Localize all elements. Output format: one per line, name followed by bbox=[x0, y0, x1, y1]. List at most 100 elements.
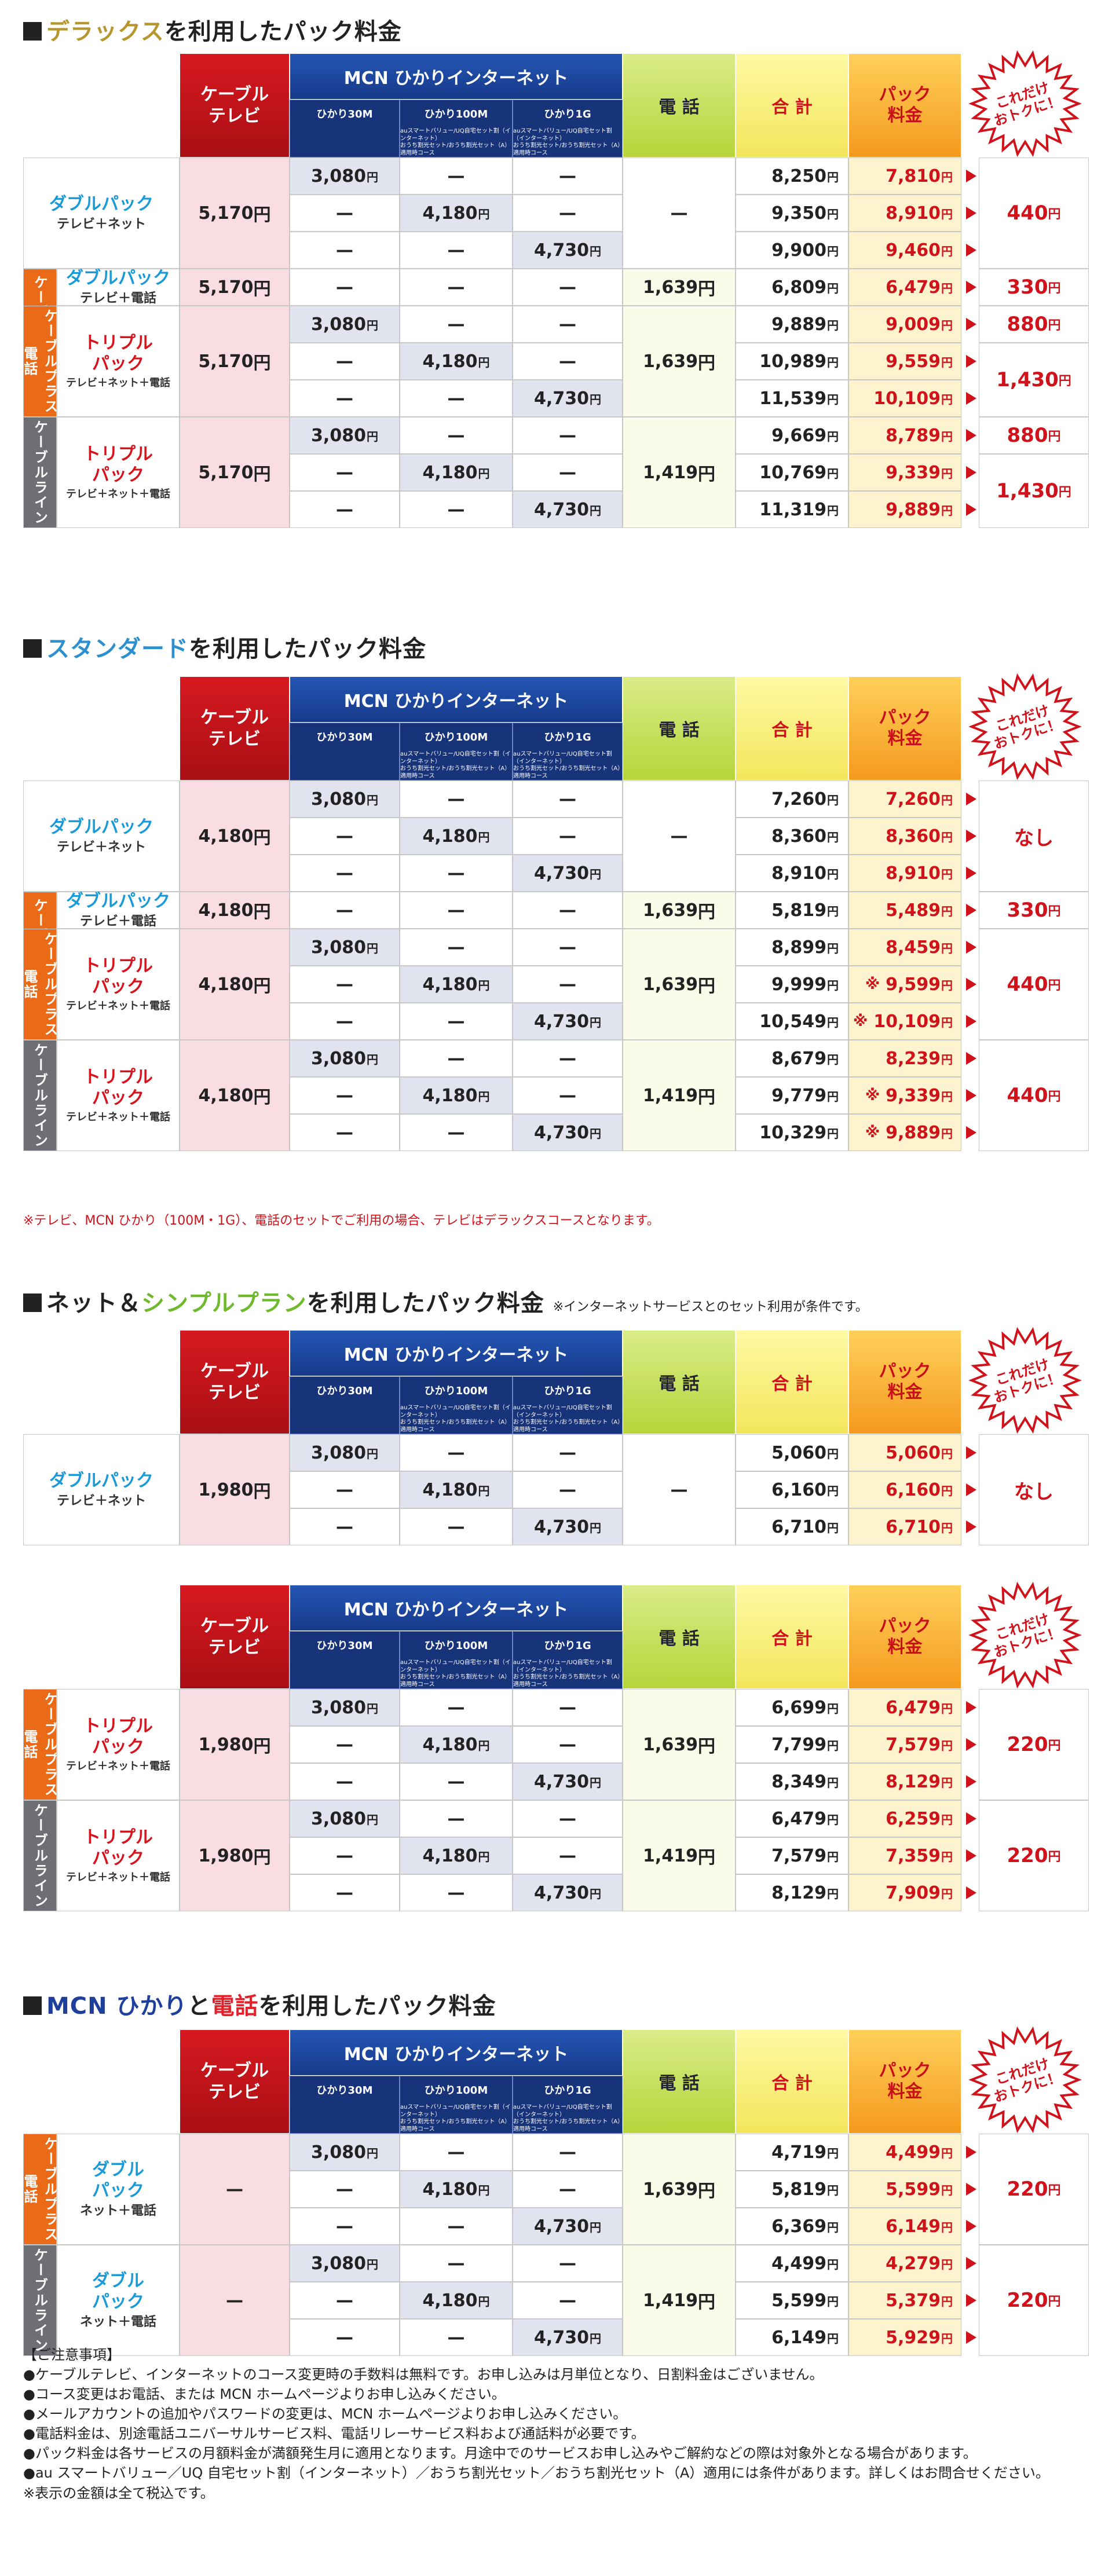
pack-fee: ※ 9,889 円 bbox=[848, 1114, 961, 1151]
yen-unit: 円 bbox=[827, 392, 839, 406]
mcn-h1g-fee-amount: 4,730 bbox=[534, 1882, 589, 1903]
mcn-h1g-fee-amount: — bbox=[559, 1734, 576, 1755]
mcn-h100-fee-amount: — bbox=[447, 1048, 465, 1069]
savings-amount: 1,430 bbox=[996, 368, 1059, 391]
total-fee: 4,499 円 bbox=[736, 2245, 848, 2282]
mcn-h30-fee: 3,080 円 bbox=[290, 781, 400, 818]
pack-name: トリプル パック テレビ＋ネット＋電話 bbox=[57, 929, 180, 1040]
yen-unit: 円 bbox=[366, 1812, 378, 1827]
mcn-h100-fee: — bbox=[400, 417, 513, 454]
mcn-h100-fee-amount: 4,180 bbox=[422, 1085, 478, 1106]
total-fee: 10,549 円 bbox=[736, 1003, 848, 1040]
mcn-h30-fee-amount: — bbox=[336, 462, 353, 483]
pack-name-title: トリプル パック bbox=[83, 444, 153, 486]
header-pack-price: パック 料金 bbox=[848, 1330, 961, 1434]
total-fee: 7,579 円 bbox=[736, 1837, 848, 1874]
telephone-fee-amount: — bbox=[670, 1479, 688, 1500]
mcn-tel-pack-table: ケーブル テレビ MCN ひかりインターネット ひかり30M ひかり100M auスマー… bbox=[21, 2026, 1089, 2356]
header-telephone: 電 話 bbox=[623, 676, 736, 781]
mcn-h30-fee: 3,080 円 bbox=[290, 306, 400, 343]
mcn-h30-fee-amount: — bbox=[336, 1122, 353, 1143]
mcn-h1g-fee-amount: — bbox=[559, 277, 576, 298]
mcn-h30-fee-amount: — bbox=[336, 900, 353, 921]
total-fee-amount: 9,900 bbox=[771, 240, 826, 261]
mcn-h1g-fee: — bbox=[513, 2134, 623, 2171]
arrow-right-icon bbox=[966, 830, 976, 842]
pack-fee: 5,599 円 bbox=[848, 2171, 961, 2208]
yen-unit: 円 bbox=[1058, 374, 1071, 389]
yen-unit: 円 bbox=[827, 1446, 839, 1461]
savings-amount: 1,430 円 bbox=[979, 454, 1089, 528]
yen-unit: 円 bbox=[366, 2146, 378, 2160]
asterisk-mark: ※ bbox=[853, 1013, 868, 1030]
mcn-h30-fee: 3,080 円 bbox=[290, 1689, 400, 1726]
arrow-right-icon bbox=[966, 318, 976, 331]
mcn-h1g-fee-amount: 4,730 bbox=[534, 2216, 589, 2237]
mcn-h30-fee-amount: — bbox=[336, 863, 353, 884]
yen-unit: 円 bbox=[941, 1052, 953, 1067]
mcn-h1g-fee-amount: 4,730 bbox=[534, 499, 589, 520]
telephone-fee: 1,639 円 bbox=[623, 2134, 736, 2245]
yen-unit: 円 bbox=[478, 978, 490, 992]
header-h100: ひかり100M auスマートバリュー/UQ自宅セット割（インターネット） おうち割… bbox=[400, 1631, 513, 1689]
pack-fee: ※ 9,599 円 bbox=[848, 966, 961, 1003]
yen-unit: 円 bbox=[697, 464, 715, 485]
mcn-h30-fee-amount: — bbox=[336, 351, 353, 372]
pack-fee: 8,789 円 bbox=[848, 417, 961, 454]
total-fee-amount: 4,719 bbox=[771, 2142, 826, 2163]
pack-fee-amount: 10,109 bbox=[873, 1011, 941, 1032]
mcn-h100-fee: 4,180 円 bbox=[400, 195, 513, 232]
total-fee-amount: 10,989 bbox=[759, 351, 826, 372]
header-total: 合 計 bbox=[736, 2029, 848, 2134]
header-h100: ひかり100M auスマートバリュー/UQ自宅セット割（インターネット） おうち割… bbox=[400, 1376, 513, 1434]
yen-unit: 円 bbox=[253, 1848, 271, 1868]
yen-unit: 円 bbox=[941, 1483, 953, 1498]
yen-unit: 円 bbox=[827, 2331, 839, 2346]
pack-name-title: トリプル パック bbox=[83, 956, 153, 998]
yen-unit: 円 bbox=[827, 1520, 839, 1535]
header-h1g: ひかり1G auスマートバリュー/UQ自宅セット割（インターネット） おうち割光セ… bbox=[513, 1631, 623, 1689]
notes-section: 【ご注意事項】 ●ケーブルテレビ、インターネットのコース変更時の手数料は無料です… bbox=[23, 2345, 1089, 2503]
mcn-h30-fee: — bbox=[290, 1726, 400, 1763]
yen-unit: 円 bbox=[589, 2331, 601, 2346]
mcn-h1g-fee-amount: — bbox=[559, 2142, 576, 2163]
pack-fee-amount: 8,789 bbox=[886, 425, 941, 446]
yen-unit: 円 bbox=[941, 1446, 953, 1461]
mcn-h100-fee: — bbox=[400, 491, 513, 528]
telephone-fee: 1,639 円 bbox=[623, 306, 736, 417]
mcn-h100-fee-amount: 4,180 bbox=[422, 1734, 478, 1755]
savings-amount: 220 円 bbox=[979, 1689, 1089, 1800]
total-fee: 9,999 円 bbox=[736, 966, 848, 1003]
cable-tv-fee-amount: 4,180 bbox=[198, 974, 254, 995]
mcn-h1g-fee: 4,730 円 bbox=[513, 2319, 623, 2356]
header-plan-note: auスマートバリュー/UQ自宅セット割（インターネット） おうち割光セット/おう… bbox=[400, 128, 511, 156]
yen-unit: 円 bbox=[941, 244, 953, 258]
mcn-h1g-fee-amount: — bbox=[559, 203, 576, 223]
total-fee-amount: 7,799 bbox=[771, 1734, 826, 1755]
total-fee-amount: 11,319 bbox=[759, 499, 826, 520]
yen-unit: 円 bbox=[697, 1848, 715, 1868]
section-title-standard: スタンダードを利用したパック料金 bbox=[23, 630, 426, 664]
total-fee: 8,679 円 bbox=[736, 1040, 848, 1077]
arrow-right-icon bbox=[966, 1446, 976, 1459]
pack-fee: 7,359 円 bbox=[848, 1837, 961, 1874]
pack-fee: 6,149 円 bbox=[848, 2208, 961, 2245]
arrow-right-icon bbox=[966, 2294, 976, 2307]
mcn-h100-fee-amount: — bbox=[447, 1011, 465, 1032]
cable-tv-fee: 5,170 円 bbox=[180, 157, 290, 269]
header-plan-note: auスマートバリュー/UQ自宅セット割（インターネット） おうち割光セット/おう… bbox=[513, 128, 621, 156]
yen-unit: 円 bbox=[697, 902, 715, 922]
pack-name-sub: テレビ＋ネット＋電話 bbox=[66, 1871, 170, 1884]
total-fee-amount: 8,349 bbox=[771, 1771, 826, 1792]
arrow-right-icon bbox=[966, 503, 976, 516]
mcn-h100-fee-amount: — bbox=[447, 1771, 465, 1792]
yen-unit: 円 bbox=[941, 793, 953, 807]
mcn-h100-fee: 4,180 円 bbox=[400, 343, 513, 380]
yen-unit: 円 bbox=[1048, 2183, 1061, 2198]
yen-unit: 円 bbox=[941, 2183, 953, 2197]
total-fee-amount: 9,669 bbox=[771, 425, 826, 446]
cable-plus-label: ケーブルプラス電話 bbox=[21, 929, 58, 1040]
savings-amount: なし bbox=[979, 1434, 1089, 1545]
yen-unit: 円 bbox=[253, 976, 271, 996]
total-fee: 6,699 円 bbox=[736, 1689, 848, 1726]
